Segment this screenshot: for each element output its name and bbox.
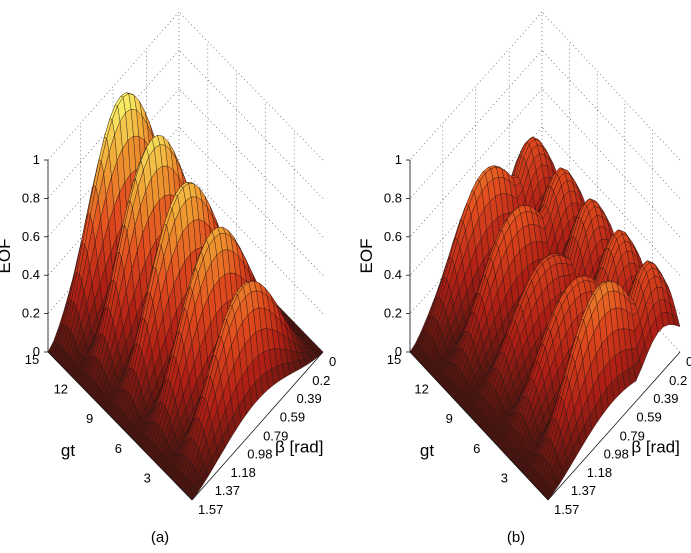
gt-axis-label: gt [420,441,434,460]
gt-tick-label: 3 [144,470,151,485]
z-axis-label: EOF [0,239,14,274]
beta-tick-label: 1.37 [571,483,596,498]
gt-tick-label: 3 [501,470,508,485]
z-tick-label: 1 [33,152,40,167]
panel-caption: (b) [507,529,525,546]
beta-tick-label: 0 [686,354,691,369]
z-tick-label: 0.6 [22,229,40,244]
beta-axis-label: β [rad] [631,437,680,456]
z-tick-label: 0 [33,344,40,359]
beta-tick-label: 0.39 [296,391,321,406]
gt-tick-label: 12 [414,382,428,397]
gt-tick-label: 12 [54,382,68,397]
z-tick-label: 0.4 [384,267,402,282]
beta-tick-label: 0.39 [653,391,678,406]
beta-tick-label: 1.57 [198,502,223,517]
beta-axis [547,351,681,501]
beta-tick-label: 1.37 [215,483,240,498]
gt-axis-label: gt [61,441,75,460]
gt-tick-label: 6 [115,441,122,456]
z-tick-label: 0.8 [384,190,402,205]
beta-axis [191,351,324,501]
z-tick-label: 0.4 [22,267,40,282]
gt-tick-label: 9 [446,411,453,426]
beta-tick-label: 0.2 [312,373,330,388]
z-tick-label: 0.2 [22,306,40,321]
z-axis-label: EOF [357,239,376,274]
beta-tick-label: 0.98 [604,446,629,461]
axes [406,159,681,501]
gt-axis [47,351,193,501]
gt-tick-label: 15 [387,352,401,367]
z-tick-label: 0 [395,344,402,359]
beta-tick-label: 0 [329,354,336,369]
beta-tick-label: 0.98 [247,446,272,461]
gt-tick-label: 9 [86,411,93,426]
beta-tick-label: 1.18 [231,465,256,480]
beta-tick-label: 1.18 [587,465,612,480]
z-tick-label: 0.2 [384,306,402,321]
beta-tick-label: 1.57 [554,502,579,517]
gt-tick-label: 15 [25,352,39,367]
panel-caption: (a) [151,529,169,546]
beta-tick-label: 0.79 [263,428,288,443]
z-tick-label: 0.6 [384,229,402,244]
eof-surface [409,136,681,501]
beta-tick-label: 0.59 [280,410,305,425]
eof-surface [47,92,324,501]
beta-tick-label: 0.79 [620,428,645,443]
z-tick-label: 1 [395,152,402,167]
gt-tick-label: 6 [473,441,480,456]
beta-axis-label: β [rad] [275,437,324,456]
axes [44,159,324,501]
z-tick-label: 0.8 [22,190,40,205]
beta-tick-label: 0.2 [669,373,687,388]
beta-tick-label: 0.59 [636,410,661,425]
gt-axis [409,351,549,501]
